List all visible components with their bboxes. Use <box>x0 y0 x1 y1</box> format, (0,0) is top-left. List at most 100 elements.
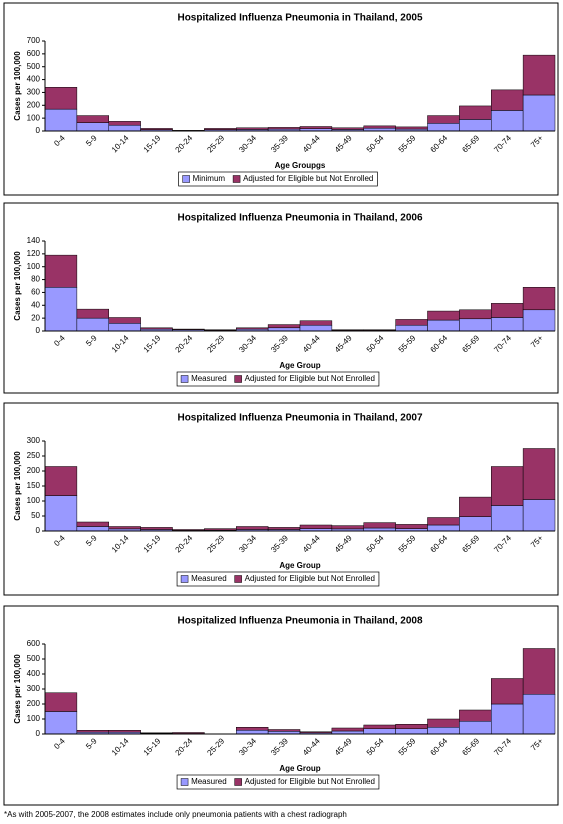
x-tick-label: 45-49 <box>333 736 354 757</box>
legend-box <box>176 371 380 387</box>
bar-segment <box>172 328 205 330</box>
bar-segment <box>267 729 301 732</box>
y-axis-label: Cases per 100,000 <box>13 251 22 321</box>
legend-label: Measured <box>191 777 227 786</box>
bar-segment <box>395 524 428 529</box>
y-tick-label: 100 <box>27 714 41 723</box>
panel <box>3 202 559 394</box>
x-tick-label: 55-59 <box>397 333 418 354</box>
bar-segment <box>331 525 364 530</box>
legend-swatch <box>234 375 242 383</box>
y-tick-label: 140 <box>27 236 41 245</box>
legend-swatch <box>234 778 242 786</box>
bar-segment <box>331 329 364 331</box>
bar-segment <box>76 526 109 532</box>
panel <box>3 2 559 196</box>
bar-segment <box>491 466 524 506</box>
legend-label: Adjusted for Eligible but Not Enrolled <box>245 574 375 583</box>
bar-segment <box>299 126 333 129</box>
bar-segment <box>44 495 78 532</box>
bar-segment <box>44 692 78 712</box>
y-tick-label: 700 <box>27 36 41 45</box>
legend-label: Measured <box>191 574 227 583</box>
y-tick-label: 100 <box>27 262 41 271</box>
bar-segment <box>395 319 428 326</box>
bar-segment <box>140 327 173 330</box>
x-tick-label: 40-44 <box>301 736 322 757</box>
legend-box <box>176 774 380 790</box>
x-tick-label: 20-24 <box>174 736 195 757</box>
y-tick-label: 0 <box>36 126 41 135</box>
y-tick-label: 500 <box>27 62 41 71</box>
legend-swatch <box>180 778 189 786</box>
y-tick-label: 600 <box>27 49 41 58</box>
footnote: *As with 2005-2007, the 2008 estimates i… <box>4 810 347 819</box>
bar-segment <box>76 308 109 319</box>
bar-segment <box>427 517 460 526</box>
bar-segment <box>44 287 78 332</box>
chart-title: Hospitalized Influenza Pneumonia in Thai… <box>177 13 422 24</box>
bar-segment <box>427 524 460 532</box>
bar-segment <box>491 89 524 111</box>
y-tick-label: 120 <box>27 249 41 258</box>
bar-segment <box>236 730 269 735</box>
bar-segment <box>363 522 396 529</box>
y-axis-label: Cases per 100,000 <box>13 654 22 724</box>
bar-segment <box>44 711 78 735</box>
x-tick-label: 45-49 <box>333 333 354 354</box>
bar-segment <box>108 730 141 733</box>
bar-segment <box>236 327 269 330</box>
bar-segment <box>204 528 237 531</box>
x-tick-label: 60-64 <box>429 533 450 554</box>
panel <box>3 605 559 806</box>
x-tick-label: 40-44 <box>301 133 322 154</box>
y-tick-label: 300 <box>27 684 41 693</box>
x-tick-label: 45-49 <box>333 533 354 554</box>
bar-segment <box>459 496 492 517</box>
y-tick-label: 20 <box>31 313 40 322</box>
y-tick-label: 250 <box>27 451 41 460</box>
bar-segment <box>427 310 460 321</box>
x-tick-label: 30-34 <box>237 333 258 354</box>
bar-segment <box>491 110 524 132</box>
bar-segment <box>267 127 301 130</box>
bar-segment <box>267 324 301 329</box>
y-tick-label: 100 <box>27 496 41 505</box>
x-tick-label: 65-69 <box>460 736 481 757</box>
x-tick-label: 35-39 <box>269 533 290 554</box>
bar-segment <box>395 324 428 332</box>
x-tick-label: 55-59 <box>397 133 418 154</box>
bar-segment <box>76 115 109 123</box>
legend-box <box>176 571 380 587</box>
bar-segment <box>427 319 460 332</box>
y-tick-label: 50 <box>31 511 40 520</box>
x-tick-label: 70-74 <box>492 736 513 757</box>
bar-segment <box>491 303 524 318</box>
bar-segment <box>76 317 109 332</box>
x-tick-label: 70-74 <box>492 133 513 154</box>
y-tick-label: 150 <box>27 481 41 490</box>
bar-segment <box>491 678 524 705</box>
y-tick-label: 600 <box>27 639 41 648</box>
bar-segment <box>331 727 364 732</box>
x-tick-label: 35-39 <box>269 133 290 154</box>
x-tick-label: 15-19 <box>142 133 163 154</box>
x-tick-label: 5-9 <box>84 333 99 348</box>
bar-segment <box>427 727 460 735</box>
bar-segment <box>236 526 269 530</box>
x-tick-label: 0-4 <box>52 736 67 751</box>
x-tick-label: 30-34 <box>237 736 258 757</box>
x-tick-label: 30-34 <box>237 133 258 154</box>
y-tick-label: 0 <box>36 729 41 738</box>
bar-segment <box>299 524 333 529</box>
bar-segment <box>44 254 78 288</box>
bar-segment <box>236 127 269 130</box>
bar-segment <box>459 309 492 320</box>
bar-segment <box>459 318 492 332</box>
x-tick-label: 70-74 <box>492 533 513 554</box>
bar-segment <box>459 119 492 132</box>
x-axis-label: Age Group <box>279 764 320 773</box>
y-tick-label: 200 <box>27 466 41 475</box>
bar-segment <box>299 320 333 326</box>
